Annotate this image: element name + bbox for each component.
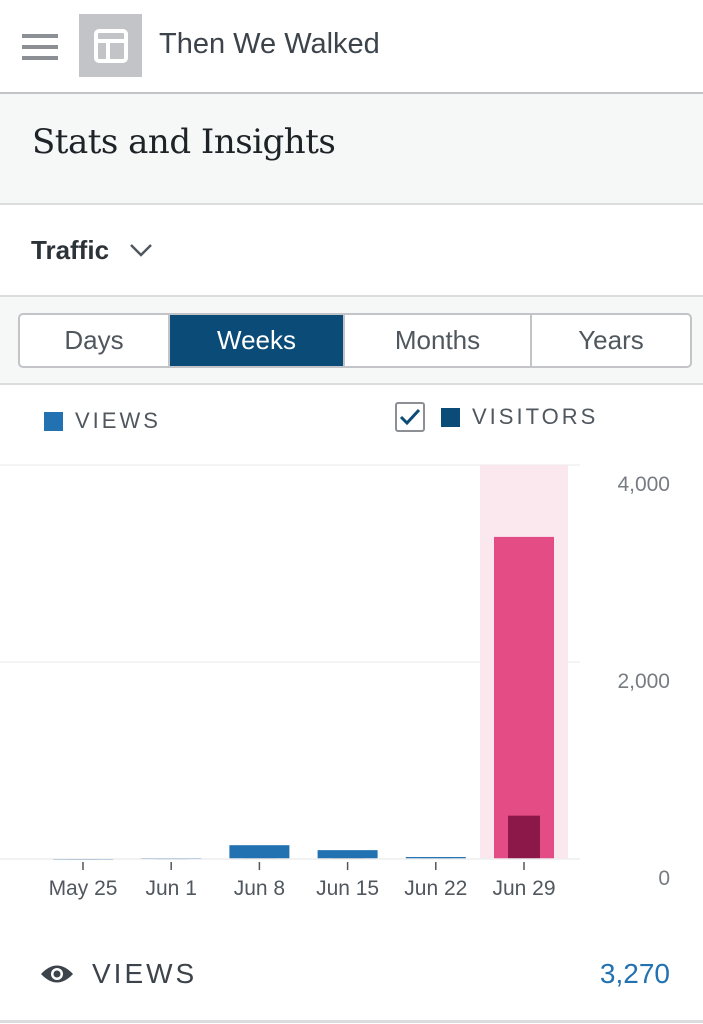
page-title: Stats and Insights — [32, 122, 336, 162]
eye-icon — [41, 965, 73, 983]
top-bar: Then We Walked — [0, 0, 703, 94]
views-summary-value: 3,270 — [599, 958, 670, 989]
site-title[interactable]: Then We Walked — [159, 28, 380, 60]
x-tick-label: Jun 8 — [234, 877, 285, 900]
visitors-swatch — [441, 407, 460, 427]
y-tick-label: 0 — [658, 867, 670, 890]
traffic-dropdown[interactable]: Traffic — [0, 205, 703, 297]
tab-years[interactable]: Years — [578, 325, 644, 355]
chart-legend: VIEWS VISITORS — [0, 402, 703, 448]
views-bar — [229, 845, 290, 859]
chevron-down-icon — [130, 244, 152, 257]
legend-visitors[interactable]: VISITORS — [395, 402, 598, 432]
traffic-chart: 0 2,000 4,000 May 25 Jun 1 Jun 8 Jun 15 Jun 22 J… — [0, 464, 670, 900]
period-tabs-row: Days Weeks Months Years — [0, 297, 703, 385]
visitors-checkbox[interactable] — [395, 402, 425, 432]
page-header: Stats and Insights — [0, 94, 703, 205]
views-bar — [494, 536, 554, 859]
visitors-bar — [508, 815, 540, 859]
hamburger-icon[interactable] — [22, 34, 58, 67]
views-swatch — [44, 411, 63, 431]
y-tick-label: 4,000 — [617, 473, 670, 496]
views-summary-label: VIEWS — [92, 958, 198, 989]
x-tick-label: Jun 29 — [492, 877, 555, 900]
legend-views: VIEWS — [44, 408, 161, 434]
legend-views-label: VIEWS — [75, 408, 161, 433]
views-bar — [405, 857, 466, 859]
tab-months[interactable]: Months — [345, 315, 532, 366]
y-tick-label: 2,000 — [617, 670, 670, 693]
views-summary[interactable]: VIEWS 3,270 — [0, 950, 703, 1023]
tab-weeks[interactable]: Weeks — [170, 315, 345, 366]
tab-days[interactable]: Days — [20, 315, 170, 366]
legend-visitors-label: VISITORS — [472, 404, 599, 429]
period-tabs: Days Weeks Months Years — [18, 313, 692, 368]
x-tick-label: May 25 — [49, 877, 118, 900]
x-tick-label: Jun 22 — [404, 877, 467, 900]
check-icon — [399, 408, 421, 426]
views-bar — [317, 850, 378, 859]
x-tick-label: Jun 1 — [146, 877, 197, 900]
x-tick-label: Jun 15 — [316, 877, 379, 900]
layout-icon[interactable] — [79, 14, 142, 77]
traffic-label: Traffic — [31, 234, 110, 265]
